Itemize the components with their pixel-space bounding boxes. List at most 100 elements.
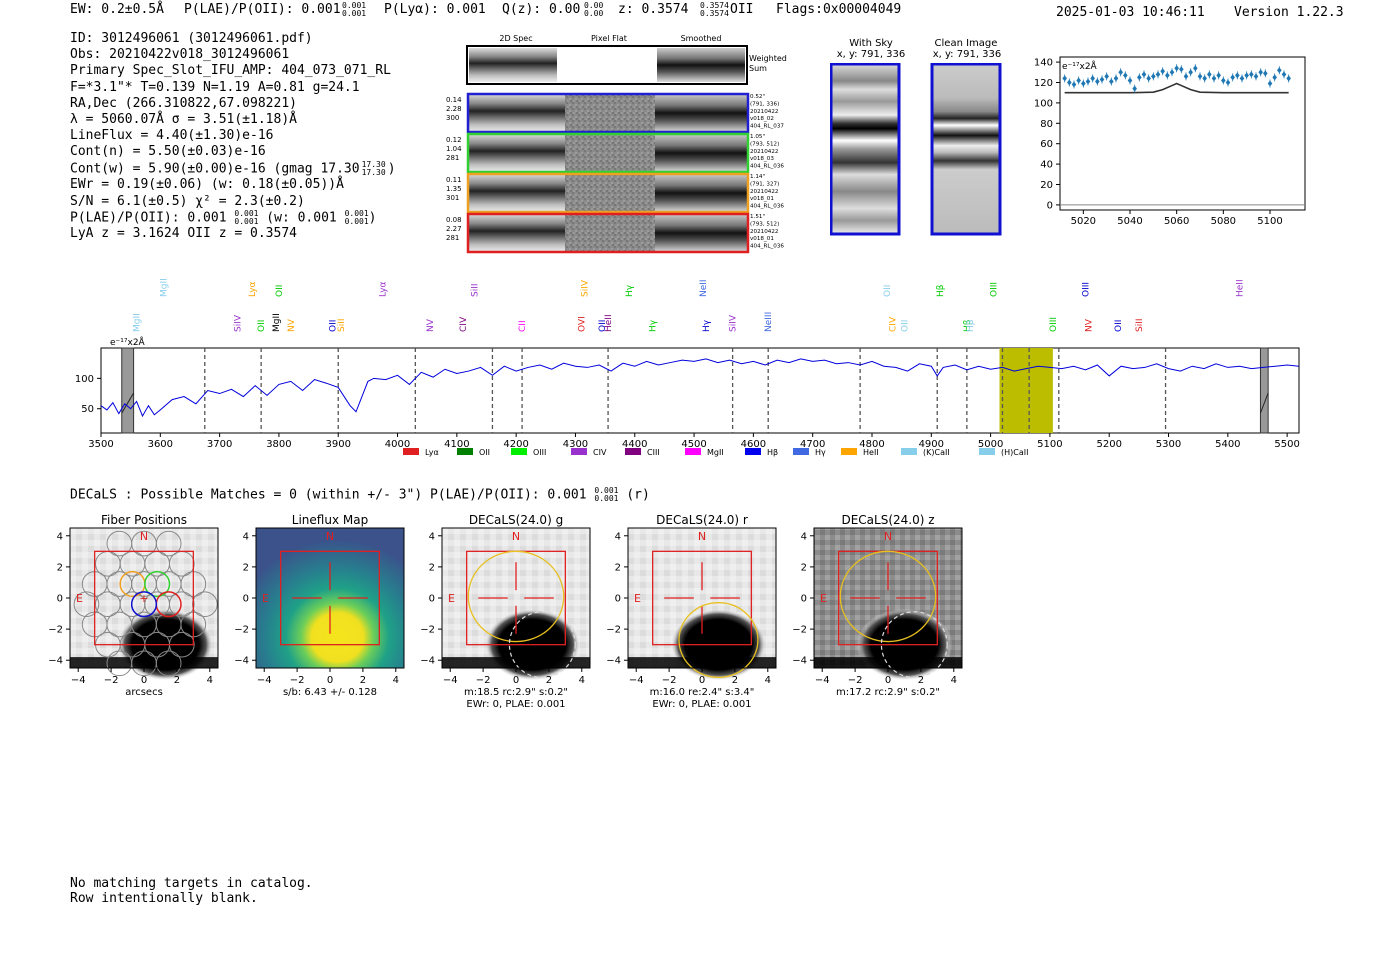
- zoom-ytick-label-7: 140: [1034, 58, 1053, 69]
- row-smoothed-3: [655, 214, 747, 252]
- weighted-label: Weighted: [749, 54, 787, 63]
- row-meta-2-2: 20210422: [750, 189, 778, 195]
- row-frame-3: [466, 212, 750, 254]
- header-z-lo: 0.3574: [700, 9, 729, 18]
- spectrum-units: e⁻¹⁷x2Å: [110, 336, 146, 348]
- row-smoothed-1: [655, 134, 747, 172]
- panel-xtick-label: 2: [174, 675, 180, 686]
- row-meta-0-3: v018_02: [750, 116, 774, 122]
- zoom-point: [1081, 80, 1086, 87]
- spectrum-gap-hatch-1: [1259, 392, 1269, 414]
- sky-images: [830, 63, 1002, 236]
- header-plae-lo: 0.001: [342, 9, 367, 18]
- panel-ytick-label: −2: [792, 625, 807, 636]
- legend-swatch-8: [841, 448, 857, 455]
- row-meta-1-2: 20210422: [750, 149, 778, 155]
- zoom-point: [1211, 75, 1217, 82]
- zoom-point: [1188, 69, 1193, 76]
- panel-box-1: [280, 550, 380, 646]
- row-stat-0-1: 2.28: [446, 105, 462, 113]
- legend-swatch-4: [625, 448, 641, 455]
- emission-line-label-37: HeII: [1236, 279, 1246, 297]
- info-id: ID: 3012496061 (3012496061.pdf): [70, 31, 313, 46]
- panel-star-base-4: [814, 657, 962, 668]
- cutout-grid: 2D Spec Pixel Flat Smoothed Weighted Sum…: [446, 34, 787, 254]
- zoom-point: [1146, 75, 1151, 82]
- zoom-point: [1141, 71, 1147, 78]
- row-meta-1-0: 1.05": [750, 134, 765, 140]
- spectrum-xtick-label-11: 4600: [741, 439, 766, 450]
- decals-panel-group: Fiber Positions + N E −4 −4 −2 −2 0 0 2 2 4 4 arcsecs L…: [48, 513, 963, 710]
- legend-label-1: OII: [479, 448, 490, 457]
- zoom-ytick-label-3: 60: [1040, 139, 1053, 150]
- spectrum-xtick-label-12: 4700: [800, 439, 825, 450]
- header-qz: Q(z): 0.00: [502, 2, 581, 17]
- panel-caption2-3: EWr: 0, PLAE: 0.001: [652, 699, 751, 710]
- panel-title-4: DECaLS(24.0) z: [841, 513, 934, 527]
- info-plae-w-range: 0.001 0.001: [344, 209, 369, 226]
- panel-xtick-label: −2: [476, 675, 491, 686]
- legend-swatch-7: [793, 448, 809, 455]
- zoom-point: [1067, 79, 1072, 86]
- header-datetime: 2025-01-03 10:46:11: [1056, 5, 1205, 20]
- info-plae-lo: 0.001: [234, 216, 259, 226]
- panel-title-1: Lineflux Map: [292, 513, 368, 527]
- row-meta-3-4: 404_RL_036: [750, 244, 784, 250]
- panel-ytick-label: 4: [801, 531, 807, 542]
- with-sky-image: [830, 63, 901, 236]
- panel-xtick-label: 0: [885, 675, 891, 686]
- panel-xtick-label: 0: [699, 675, 705, 686]
- compass-e-1: E: [262, 592, 269, 605]
- panel-star-base-2: [442, 657, 590, 668]
- header-plae-hi: 0.001: [342, 1, 367, 10]
- legend-label-9: (K)CaII: [923, 448, 950, 457]
- legend-label-3: CIV: [593, 448, 607, 457]
- spectrum-xtick-label-19: 5400: [1215, 439, 1240, 450]
- panel-xtick-label: −4: [71, 675, 86, 686]
- emission-line-label-1: MgII: [159, 278, 169, 297]
- row-meta-3-1: (793, 512): [750, 221, 779, 227]
- panel-ytick-label: 0: [801, 594, 807, 605]
- emission-line-label-5: MgII: [272, 313, 282, 332]
- emission-line-label-15: OVI: [577, 316, 587, 332]
- zoom-point: [1239, 75, 1245, 82]
- row-stat-0-0: 0.14: [446, 96, 462, 104]
- row-meta-2-1: (791, 327): [750, 181, 779, 187]
- zoom-point: [1179, 66, 1184, 73]
- info-plae-w-lo: 0.001: [344, 216, 369, 226]
- info-obs: Obs: 20210422v018_3012496061: [70, 47, 290, 63]
- row-stat-1-0: 0.12: [446, 136, 462, 144]
- weighted-sum-2d: [469, 48, 557, 82]
- zoom-point: [1221, 77, 1226, 84]
- emission-line-label-3: OII: [257, 320, 267, 332]
- emission-line-label-24: NeIII: [764, 312, 774, 332]
- panel-xtick-label: 0: [141, 675, 147, 686]
- emission-line-label-20: Hγ: [649, 319, 659, 332]
- spectrum-xtick-label-15: 5000: [978, 439, 1003, 450]
- fiber-circle: [73, 591, 100, 618]
- panel-ytick-label: 2: [801, 562, 807, 573]
- compass-n-0: N: [140, 530, 148, 543]
- emission-line-label-26: CIV: [889, 316, 899, 332]
- zoom-point: [1281, 71, 1287, 78]
- info-cont-w-text: Cont(w) = 5.90(±0.00)e-16 (gmag 17.30: [70, 161, 360, 177]
- header-plae-range: 0.001 0.001: [342, 2, 366, 18]
- info-block: ID: 3012496061 (3012496061.pdf) Obs: 202…: [70, 31, 396, 243]
- fiber-circle: [192, 591, 218, 618]
- clean-image-title: Clean Image: [934, 38, 998, 49]
- compass-n-3: N: [698, 530, 706, 543]
- fiber-circle: [155, 530, 182, 557]
- legend-swatch-2: [511, 448, 527, 455]
- zoom-point: [1165, 72, 1170, 79]
- emission-line-label-35: OII: [1114, 320, 1124, 332]
- spectrum-xtick-label-18: 5300: [1156, 439, 1181, 450]
- panel-ytick-label: 4: [615, 531, 621, 542]
- info-ewr: EWr = 0.19(±0.06) (w: 0.18(±0.05))Å: [70, 177, 344, 193]
- zoom-point: [1085, 78, 1091, 85]
- emission-line-label-23: SiIV: [729, 314, 739, 332]
- panel-ytick-label: 0: [615, 594, 621, 605]
- header-version: Version 1.22.3: [1234, 5, 1344, 20]
- legend-swatch-1: [457, 448, 473, 455]
- panel-title-3: DECaLS(24.0) r: [656, 513, 748, 527]
- row-stat-1-1: 1.04: [446, 145, 462, 153]
